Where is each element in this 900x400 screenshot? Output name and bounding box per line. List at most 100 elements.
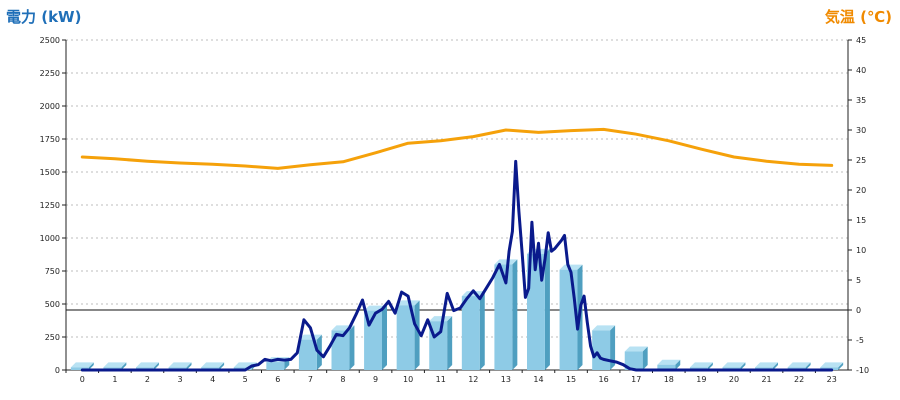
x-axis-tick-label: 19 xyxy=(696,375,706,384)
bar-top xyxy=(689,362,713,368)
x-axis-tick-label: 8 xyxy=(340,375,345,384)
bar xyxy=(624,351,643,370)
bar-top xyxy=(103,362,127,368)
bar-top xyxy=(396,300,420,306)
right-axis-tick-label: 10 xyxy=(856,246,866,255)
x-axis-tick-label: 3 xyxy=(177,375,182,384)
right-axis-tick-label: 20 xyxy=(856,186,866,195)
bar-top xyxy=(592,325,616,331)
bar-top xyxy=(820,362,844,368)
bar xyxy=(70,367,89,370)
x-axis-tick-label: 5 xyxy=(243,375,248,384)
bar-top xyxy=(168,362,192,368)
bar xyxy=(266,362,285,370)
left-axis-tick-label: 1250 xyxy=(40,201,60,210)
left-axis-tick-label: 2250 xyxy=(40,69,60,78)
x-axis-tick-label: 9 xyxy=(373,375,378,384)
x-axis-tick-label: 10 xyxy=(403,375,413,384)
bar-side xyxy=(707,362,713,370)
x-axis-tick-label: 16 xyxy=(599,375,609,384)
left-axis-tick-label: 2500 xyxy=(40,36,60,45)
bar-top xyxy=(722,362,746,368)
x-axis-tick-label: 21 xyxy=(761,375,771,384)
left-axis-tick-label: 750 xyxy=(45,267,60,276)
right-axis-tick-label: 5 xyxy=(856,276,861,285)
x-axis-tick-label: 20 xyxy=(729,375,739,384)
bar xyxy=(559,269,578,370)
power-line xyxy=(80,159,834,372)
left-axis-tick-label: 2000 xyxy=(40,102,60,111)
bar-side xyxy=(186,362,192,370)
x-axis-tick-label: 18 xyxy=(664,375,674,384)
bar-side xyxy=(219,362,225,370)
bar-side xyxy=(838,362,844,370)
bar-side xyxy=(675,359,681,370)
bar-top xyxy=(70,362,94,368)
x-axis-tick-label: 4 xyxy=(210,375,215,384)
bar-top xyxy=(624,346,648,352)
x-axis-tick-label: 13 xyxy=(501,375,511,384)
bar-side xyxy=(447,316,453,370)
bar-top xyxy=(755,362,779,368)
bar-side xyxy=(382,305,388,370)
bar-top xyxy=(429,316,453,322)
temperature-line xyxy=(80,127,834,170)
x-axis-tick-label: 2 xyxy=(145,375,150,384)
bar-side xyxy=(88,362,94,370)
bar-side xyxy=(153,362,159,370)
x-axis-tick-label: 22 xyxy=(794,375,804,384)
bar-side xyxy=(349,325,355,370)
x-axis-tick-label: 12 xyxy=(468,375,478,384)
right-axis-tick-label: 35 xyxy=(856,96,866,105)
left-axis-tick-label: 1000 xyxy=(40,234,60,243)
bar-side xyxy=(414,300,420,370)
left-axis-tick-label: 1500 xyxy=(40,168,60,177)
right-axis-tick-label: 0 xyxy=(856,306,861,315)
bar-side xyxy=(544,248,550,370)
x-axis-tick-label: 6 xyxy=(275,375,280,384)
bar xyxy=(331,330,350,370)
right-axis-tick-label: 25 xyxy=(856,156,866,165)
x-axis-tick-label: 14 xyxy=(533,375,543,384)
left-axis-tick-label: 0 xyxy=(55,366,60,375)
x-axis-tick-label: 23 xyxy=(827,375,837,384)
right-axis-tick-label: 30 xyxy=(856,126,866,135)
x-axis-tick-label: 1 xyxy=(112,375,117,384)
bar xyxy=(494,264,513,370)
x-axis-tick-label: 11 xyxy=(436,375,446,384)
bar-side xyxy=(805,362,811,370)
right-axis-title: 気温 (℃) xyxy=(824,8,892,26)
bar-top xyxy=(201,362,225,368)
bar-top xyxy=(559,264,583,270)
bar-top xyxy=(657,359,681,365)
bar-side xyxy=(512,259,518,370)
left-axis-tick-label: 1750 xyxy=(40,135,60,144)
bar-side xyxy=(121,362,127,370)
bar-top xyxy=(135,362,159,368)
bar-side xyxy=(773,362,779,370)
bar-top xyxy=(461,291,485,297)
bar xyxy=(592,330,611,370)
x-axis-tick-label: 17 xyxy=(631,375,641,384)
bar-top xyxy=(298,334,322,340)
x-axis-tick-label: 15 xyxy=(566,375,576,384)
right-axis-tick-label: -10 xyxy=(856,366,869,375)
x-axis-tick-label: 0 xyxy=(80,375,85,384)
bar-side xyxy=(642,346,648,370)
right-axis-tick-label: 15 xyxy=(856,216,866,225)
right-axis-tick-label: -5 xyxy=(856,336,864,345)
left-axis-tick-label: 500 xyxy=(45,300,60,309)
left-axis-title: 電力 (kW) xyxy=(6,8,82,26)
bar xyxy=(526,253,545,370)
bar-top xyxy=(787,362,811,368)
bar xyxy=(396,305,415,370)
x-axis-tick-label: 7 xyxy=(308,375,313,384)
right-axis-tick-label: 40 xyxy=(856,66,866,75)
bar-side xyxy=(740,362,746,370)
bar-side xyxy=(610,325,616,370)
bar xyxy=(657,364,676,370)
right-axis-tick-label: 45 xyxy=(856,36,866,45)
bar xyxy=(298,339,317,370)
bar xyxy=(461,296,480,370)
